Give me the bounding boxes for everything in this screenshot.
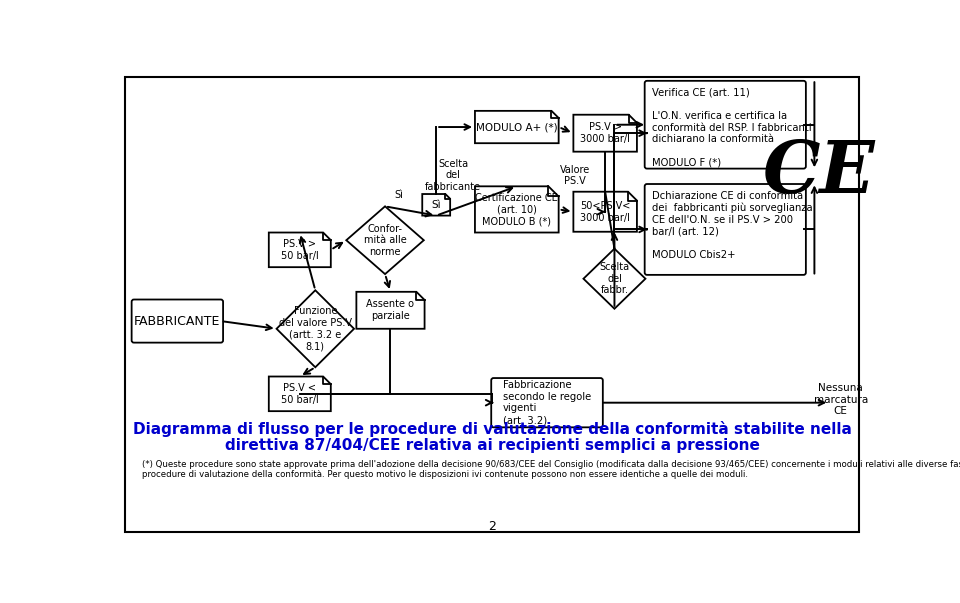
Text: direttiva 87/404/CEE relativa ai recipienti semplici a pressione: direttiva 87/404/CEE relativa ai recipie… [225,438,759,453]
Text: 50<PS.V<
3000 bar/l: 50<PS.V< 3000 bar/l [580,201,631,223]
Text: Verifica CE (art. 11)

L'O.N. verifica e certifica la
conformità del RSP. I fabb: Verifica CE (art. 11) L'O.N. verifica e … [652,88,811,168]
Text: Valore
PS.V: Valore PS.V [560,165,590,186]
Text: Fabbricazione
secondo le regole
vigenti
(art. 3.2): Fabbricazione secondo le regole vigenti … [503,380,591,425]
Polygon shape [276,290,354,367]
Text: Dchiarazione CE di conformità
dei  fabbricanti più sorveglianza
CE dell'O.N. se : Dchiarazione CE di conformità dei fabbri… [652,191,812,259]
FancyBboxPatch shape [132,300,223,343]
Text: Scelta
del
fabbr.: Scelta del fabbr. [599,262,630,295]
Polygon shape [269,376,331,411]
Text: Diagramma di flusso per le procedure di valutazione della conformità stabilite n: Diagramma di flusso per le procedure di … [132,421,852,437]
Text: Nessuna
marcatura
CE: Nessuna marcatura CE [814,383,868,416]
Polygon shape [475,111,559,143]
Polygon shape [347,206,423,274]
Text: CE: CE [763,137,876,208]
Text: PS.V <
50 bar/l: PS.V < 50 bar/l [281,383,319,405]
Polygon shape [584,248,645,309]
Text: PS.V >
50 bar/l: PS.V > 50 bar/l [281,239,319,260]
Text: Funzione
del valore PS.V
(artt. 3.2 e
8.1): Funzione del valore PS.V (artt. 3.2 e 8.… [278,306,351,351]
FancyBboxPatch shape [645,81,805,169]
Text: PS.V >
3000 bar/l: PS.V > 3000 bar/l [580,122,630,144]
Text: Sì: Sì [395,190,403,200]
Text: Scelta
del
fabbricante: Scelta del fabbricante [425,159,481,192]
Polygon shape [573,115,636,152]
Text: Confor-
mità alle
norme: Confor- mità alle norme [364,224,406,257]
Text: 2: 2 [488,520,496,533]
Text: Assente o
parziale: Assente o parziale [367,300,415,321]
Text: (*) Queste procedure sono state approvate prima dell'adozione della decisione 90: (*) Queste procedure sono state approvat… [142,459,960,479]
Text: Certificazione CE
(art. 10)
MODULO B (*): Certificazione CE (art. 10) MODULO B (*) [475,193,558,226]
Polygon shape [269,233,331,267]
Polygon shape [356,292,424,329]
Text: FABBRICANTE: FABBRICANTE [134,315,221,327]
Polygon shape [475,186,559,233]
FancyBboxPatch shape [645,184,805,275]
Text: MODULO A+ (*): MODULO A+ (*) [476,122,558,132]
Text: Sì: Sì [431,200,441,210]
Polygon shape [573,192,636,232]
FancyBboxPatch shape [492,378,603,428]
Polygon shape [422,194,450,216]
